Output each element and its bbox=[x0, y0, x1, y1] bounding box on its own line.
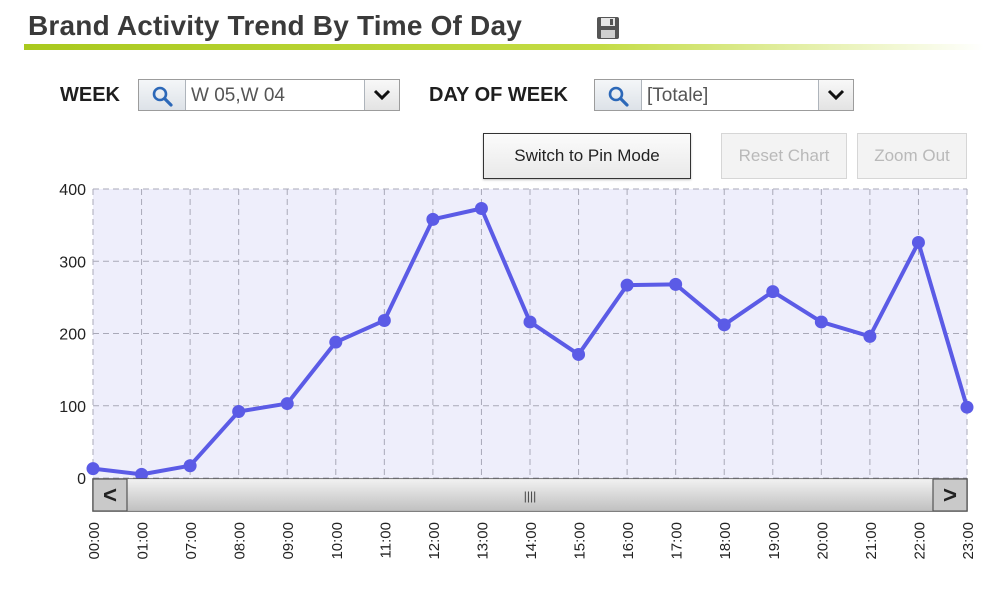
search-icon bbox=[152, 86, 173, 107]
data-point[interactable] bbox=[232, 405, 246, 419]
horizontal-scrollbar[interactable]: < > |||| bbox=[92, 478, 968, 512]
y-tick-label: 200 bbox=[59, 327, 86, 344]
week-combo[interactable]: W 05,W 04 bbox=[138, 79, 400, 111]
week-dropdown-button[interactable] bbox=[364, 80, 399, 110]
x-tick-label: 18:00 bbox=[717, 522, 734, 560]
day-dropdown-button[interactable] bbox=[818, 80, 853, 110]
y-tick-label: 300 bbox=[59, 254, 86, 271]
data-point[interactable] bbox=[814, 315, 828, 329]
data-point[interactable] bbox=[766, 285, 780, 299]
data-point[interactable] bbox=[523, 315, 537, 329]
data-point[interactable] bbox=[960, 400, 974, 414]
x-tick-label: 08:00 bbox=[232, 522, 249, 560]
chevron-down-icon bbox=[827, 89, 845, 101]
data-point[interactable] bbox=[620, 278, 634, 292]
week-input[interactable]: W 05,W 04 bbox=[191, 85, 285, 106]
x-tick-label: 11:00 bbox=[377, 522, 394, 558]
x-tick-label: 15:00 bbox=[572, 522, 589, 560]
data-point[interactable] bbox=[329, 335, 343, 349]
title-underline bbox=[24, 44, 984, 50]
x-tick-label: 00:00 bbox=[86, 522, 103, 560]
save-icon[interactable] bbox=[596, 16, 620, 40]
y-tick-label: 100 bbox=[59, 399, 86, 416]
x-tick-label: 23:00 bbox=[960, 522, 977, 560]
page-title: Brand Activity Trend By Time Of Day bbox=[28, 10, 523, 41]
day-of-week-label: DAY OF WEEK bbox=[429, 84, 568, 106]
x-tick-label: 09:00 bbox=[280, 522, 297, 560]
data-point[interactable] bbox=[572, 347, 586, 361]
reset-chart-button[interactable]: Reset Chart bbox=[721, 133, 847, 179]
scrollbar-grip-icon: |||| bbox=[524, 489, 536, 503]
x-tick-label: 12:00 bbox=[426, 522, 443, 560]
x-tick-label: 13:00 bbox=[474, 522, 491, 560]
data-point[interactable] bbox=[426, 212, 440, 226]
chevron-down-icon bbox=[373, 89, 391, 101]
data-point[interactable] bbox=[911, 235, 925, 249]
day-of-week-input[interactable]: [Totale] bbox=[647, 85, 709, 106]
day-of-week-combo[interactable]: [Totale] bbox=[594, 79, 854, 111]
data-point[interactable] bbox=[863, 329, 877, 343]
week-search-button[interactable] bbox=[139, 80, 186, 110]
data-point[interactable] bbox=[669, 277, 683, 291]
x-tick-label: 01:00 bbox=[135, 522, 152, 560]
week-label: WEEK bbox=[60, 84, 120, 106]
data-point[interactable] bbox=[135, 467, 149, 481]
data-point[interactable] bbox=[474, 202, 488, 216]
x-tick-label: 22:00 bbox=[911, 522, 928, 560]
scroll-left-arrow-icon: < bbox=[103, 482, 117, 509]
scroll-right-arrow-icon: > bbox=[943, 482, 957, 509]
y-tick-label: 0 bbox=[77, 471, 86, 488]
x-tick-label: 10:00 bbox=[329, 522, 346, 560]
y-tick-label: 400 bbox=[59, 182, 86, 199]
data-point[interactable] bbox=[717, 318, 731, 332]
data-point[interactable] bbox=[377, 313, 391, 327]
data-point[interactable] bbox=[183, 459, 197, 473]
x-tick-label: 07:00 bbox=[183, 522, 200, 560]
data-point[interactable] bbox=[86, 462, 100, 476]
scrollbar-thumb[interactable] bbox=[93, 479, 967, 511]
x-tick-label: 14:00 bbox=[523, 522, 540, 560]
data-point[interactable] bbox=[280, 397, 294, 411]
x-tick-label: 17:00 bbox=[669, 522, 686, 560]
x-tick-label: 19:00 bbox=[766, 522, 783, 560]
switch-to-pin-mode-button[interactable]: Switch to Pin Mode bbox=[483, 133, 691, 179]
title-bar: Brand Activity Trend By Time Of Day bbox=[0, 0, 1000, 52]
x-tick-label: 21:00 bbox=[863, 522, 880, 560]
x-tick-label: 20:00 bbox=[814, 522, 831, 560]
day-search-button[interactable] bbox=[595, 80, 642, 110]
zoom-out-button[interactable]: Zoom Out bbox=[857, 133, 967, 179]
scroll-left-button[interactable] bbox=[92, 478, 128, 512]
search-icon bbox=[608, 86, 629, 107]
scroll-right-button[interactable] bbox=[932, 478, 968, 512]
x-tick-label: 16:00 bbox=[620, 522, 637, 560]
